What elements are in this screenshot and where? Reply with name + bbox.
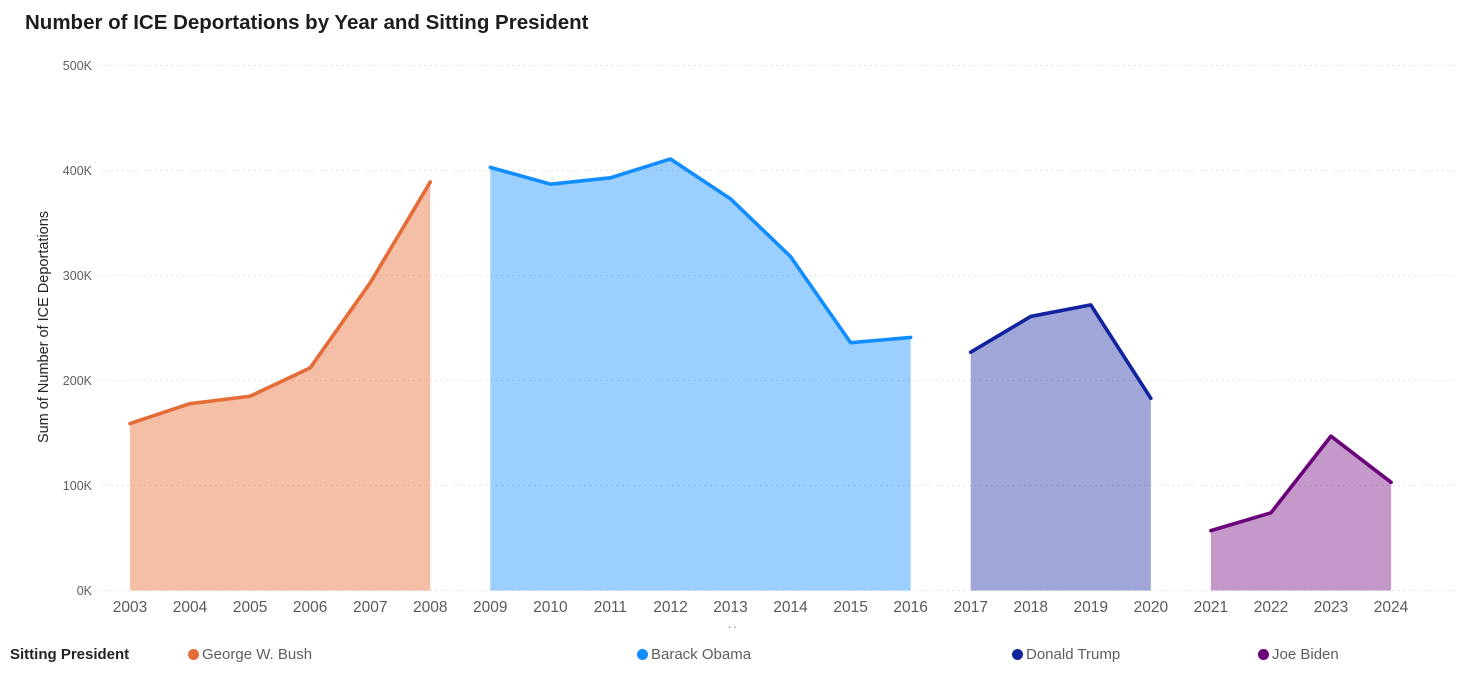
legend-item-label: Donald Trump bbox=[1026, 646, 1121, 663]
legend-marker-icon bbox=[1258, 649, 1269, 660]
x-tick-label: 2019 bbox=[1074, 599, 1108, 616]
legend: Sitting President George W. Bush Barack … bbox=[0, 644, 1462, 666]
x-tick-label: 2016 bbox=[893, 599, 927, 616]
area-series-george-w-bush[interactable] bbox=[130, 182, 431, 591]
x-tick-label: 2024 bbox=[1374, 599, 1409, 616]
y-tick-label: 400K bbox=[63, 164, 93, 178]
legend-item-george-w-bush[interactable]: George W. Bush bbox=[188, 646, 312, 663]
legend-item-joe-biden[interactable]: Joe Biden bbox=[1258, 646, 1339, 663]
x-tick-label: 2022 bbox=[1254, 599, 1288, 616]
legend-marker-icon bbox=[637, 649, 648, 660]
x-tick-label: 2014 bbox=[773, 599, 808, 616]
x-tick-label: 2007 bbox=[353, 599, 387, 616]
legend-item-label: Barack Obama bbox=[651, 646, 752, 663]
legend-marker-icon bbox=[188, 649, 199, 660]
area-series-joe-biden[interactable] bbox=[1210, 436, 1392, 591]
x-tick-label: 2003 bbox=[113, 599, 147, 616]
line-series-george-w-bush[interactable] bbox=[128, 180, 433, 426]
x-tick-label: 2013 bbox=[713, 599, 747, 616]
x-tick-label: 2004 bbox=[173, 599, 208, 616]
x-tick-label: 2009 bbox=[473, 599, 507, 616]
legend-item-donald-trump[interactable]: Donald Trump bbox=[1012, 646, 1120, 663]
x-tick-label: 2018 bbox=[1014, 599, 1048, 616]
x-tick-label: 2006 bbox=[293, 599, 327, 616]
x-tick-label: 2011 bbox=[594, 599, 627, 616]
y-tick-label: 300K bbox=[63, 269, 93, 283]
x-tick-label: 2023 bbox=[1314, 599, 1348, 616]
line-series-barack-obama[interactable] bbox=[488, 157, 913, 345]
legend-marker-icon bbox=[1012, 649, 1023, 660]
x-tick-label: 2008 bbox=[413, 599, 447, 616]
y-tick-label: 200K bbox=[63, 374, 93, 388]
legend-item-label: George W. Bush bbox=[202, 646, 313, 663]
x-tick-label: 2021 bbox=[1194, 599, 1228, 616]
area-series-barack-obama[interactable] bbox=[490, 158, 911, 591]
x-tick-label: 2012 bbox=[653, 599, 687, 616]
x-tick-label: 2020 bbox=[1134, 599, 1169, 616]
x-tick-label: 2017 bbox=[953, 599, 987, 616]
legend-title: Sitting President bbox=[10, 646, 130, 663]
y-tick-label: 0K bbox=[77, 584, 93, 598]
line-series-joe-biden[interactable] bbox=[1209, 434, 1393, 533]
x-tick-label: 2005 bbox=[233, 599, 267, 616]
x-tick-label: 2010 bbox=[533, 599, 568, 616]
chart-title: Number of ICE Deportations by Year and S… bbox=[25, 11, 589, 34]
x-tick-label: 2015 bbox=[833, 599, 867, 616]
legend-item-barack-obama[interactable]: Barack Obama bbox=[637, 646, 751, 663]
y-tick-label: 100K bbox=[63, 479, 93, 493]
x-axis-overflow-indicator: .. bbox=[728, 617, 739, 631]
line-series-donald-trump[interactable] bbox=[968, 303, 1153, 401]
y-tick-label: 500K bbox=[63, 59, 93, 73]
legend-item-label: Joe Biden bbox=[1272, 646, 1339, 663]
area-series-donald-trump[interactable] bbox=[970, 304, 1151, 591]
